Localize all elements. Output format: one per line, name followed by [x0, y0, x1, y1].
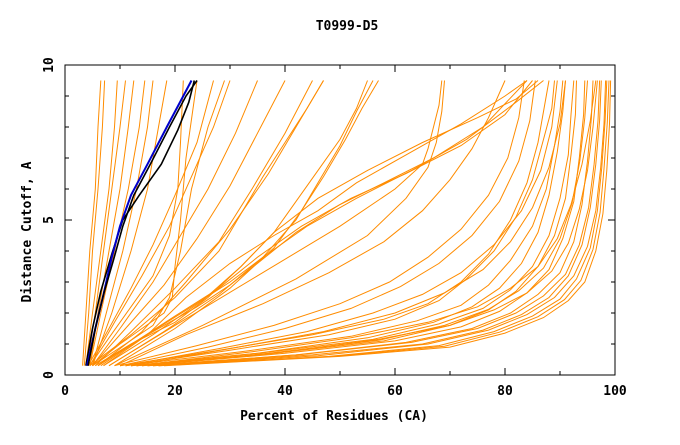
axis-layer: 0 20 40 60 80 100 0 5 10 — [42, 57, 627, 399]
series-line-31 — [119, 80, 506, 367]
series-line-12 — [89, 80, 231, 366]
x-tick-label: 0 — [61, 384, 69, 399]
series-line-48 — [147, 80, 601, 367]
series-line-44 — [141, 80, 598, 367]
series-line-23 — [95, 80, 528, 367]
chart-title: T0999-D5 — [316, 19, 379, 34]
y-tick-label: 5 — [42, 216, 57, 224]
x-tick-label: 60 — [387, 384, 403, 399]
series-line-45 — [125, 80, 558, 367]
series-line-38 — [130, 80, 575, 367]
series-line-34 — [130, 80, 566, 367]
series-line-50 — [158, 80, 610, 367]
series-line-28 — [89, 80, 324, 367]
series-line-18 — [92, 80, 198, 367]
series-line-49 — [136, 80, 588, 367]
series-line-32 — [119, 80, 550, 367]
series-line-2 — [87, 80, 198, 366]
series-line-30 — [114, 80, 445, 367]
highlight-layer — [85, 80, 198, 366]
x-axis-label: Percent of Residues (CA) — [240, 409, 428, 424]
series-line-29 — [108, 80, 443, 367]
series-line-24 — [103, 80, 528, 367]
series-line-9 — [92, 80, 154, 366]
x-tick-label: 100 — [603, 384, 627, 399]
series-line-4 — [82, 80, 102, 366]
series-line-10 — [92, 80, 168, 366]
series-line-5 — [85, 80, 118, 366]
y-axis-label: Distance Cutoff, A — [20, 161, 35, 302]
series-line-11 — [87, 80, 214, 366]
series-line-51 — [119, 80, 536, 367]
series-line-17 — [89, 80, 184, 366]
series-line-15 — [94, 80, 313, 367]
x-tick-label: 80 — [497, 384, 513, 399]
series-line-20 — [97, 80, 539, 367]
series-line-37 — [141, 80, 586, 367]
series-line-19 — [92, 80, 225, 367]
series-line-46 — [130, 80, 566, 367]
series-layer — [82, 80, 612, 367]
series-line-47 — [152, 80, 607, 367]
y-tick-label: 10 — [42, 57, 57, 73]
y-tick-label: 0 — [42, 371, 57, 379]
series-line-40 — [152, 80, 602, 367]
series-line-25 — [103, 80, 368, 367]
series-line-39 — [147, 80, 594, 367]
series-line-13 — [92, 80, 258, 366]
series-line-0 — [85, 80, 196, 366]
series-line-42 — [163, 80, 612, 367]
series-line-36 — [136, 80, 577, 367]
series-line-22 — [100, 80, 544, 367]
series-line-3 — [83, 80, 106, 366]
x-tick-label: 20 — [167, 384, 183, 399]
series-line-33 — [125, 80, 555, 367]
series-line-35 — [125, 80, 564, 367]
series-line-16 — [97, 80, 324, 367]
series-line-43 — [136, 80, 597, 367]
series-line-52 — [114, 80, 525, 367]
series-line-27 — [114, 80, 379, 367]
series-line-21 — [97, 80, 533, 367]
x-tick-label: 40 — [277, 384, 293, 399]
series-line-26 — [108, 80, 374, 367]
series-line-14 — [92, 80, 286, 367]
series-line-41 — [158, 80, 608, 367]
